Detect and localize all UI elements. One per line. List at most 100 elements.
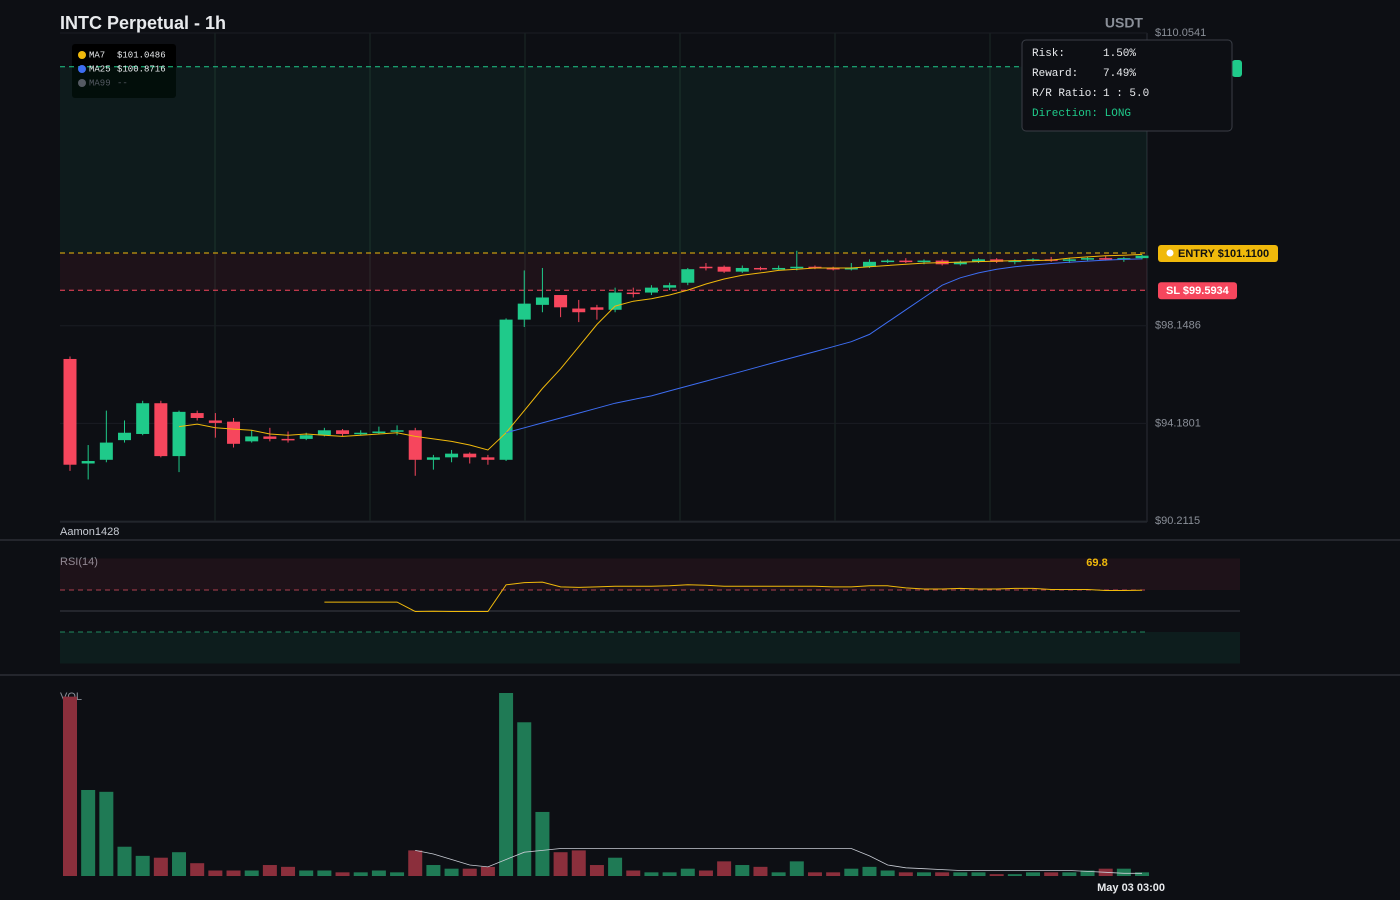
candle-body	[426, 457, 440, 460]
y-tick-label: $94.1801	[1155, 417, 1201, 429]
candle-body	[626, 292, 640, 295]
vertical-grid	[214, 33, 991, 521]
volume-bar	[1080, 870, 1095, 876]
candle-body	[554, 295, 568, 308]
candle-body	[572, 308, 586, 313]
legend-value: $100.8716	[117, 64, 166, 74]
candle-body	[154, 403, 168, 457]
candle-body	[263, 436, 277, 439]
candle-body	[899, 260, 913, 263]
volume-bar	[880, 870, 895, 876]
legend-name: MA7	[89, 50, 105, 60]
candle-body	[808, 266, 822, 269]
legend-value: --	[117, 78, 128, 88]
candle-body	[1099, 258, 1113, 260]
candle-body	[972, 259, 985, 262]
candle-body	[118, 432, 132, 441]
volume-bar	[626, 870, 641, 876]
candle-body	[408, 430, 422, 460]
risk-panel	[1021, 39, 1233, 132]
volume-bar	[317, 870, 332, 876]
candle-body	[735, 267, 749, 272]
candle-body	[535, 297, 549, 305]
volume-bar	[971, 872, 986, 876]
candle-body	[699, 266, 713, 269]
direction: Direction: LONG	[1032, 108, 1131, 120]
volume-bar	[717, 861, 732, 876]
candle-body	[844, 267, 858, 270]
candle-body	[681, 269, 695, 283]
volume-bar	[335, 872, 350, 876]
volume-bar	[371, 870, 386, 876]
volume-bar	[680, 868, 695, 876]
volume-bar	[789, 861, 804, 876]
volume-bar	[535, 811, 550, 876]
candle-body	[227, 421, 241, 444]
volume-bar	[299, 870, 314, 876]
legend-dot	[78, 65, 86, 73]
volume-bar	[426, 865, 441, 876]
ma-line	[178, 253, 1143, 451]
legend-name: MA99	[89, 78, 111, 88]
candle-body	[63, 358, 77, 465]
candle-body	[753, 267, 767, 270]
legend-dot	[78, 79, 86, 87]
volume-bar	[390, 872, 405, 876]
volume-bar	[989, 874, 1004, 876]
tp-marker	[1232, 60, 1242, 77]
volume-bar	[916, 872, 931, 876]
volume-bar	[117, 846, 132, 876]
volume-bar	[153, 857, 168, 876]
volume-bar	[826, 872, 841, 876]
volume-bar	[172, 852, 187, 876]
volume-bar	[1116, 868, 1131, 876]
candle-body	[881, 260, 895, 263]
candle-body	[299, 435, 313, 439]
entry-label-text: ENTRY $101.1100	[1178, 248, 1269, 260]
candle-body	[390, 430, 404, 432]
volume-bar	[444, 868, 459, 876]
candle-body	[717, 266, 731, 272]
ma-line	[505, 258, 1143, 434]
volume-bar	[753, 866, 768, 876]
volume-ma-line	[415, 848, 1142, 874]
volume-bar	[499, 693, 514, 876]
candle-body	[663, 285, 677, 288]
volume-bar	[608, 857, 623, 876]
candle-body	[481, 457, 495, 460]
rsi-overbought-zone	[60, 558, 1240, 590]
y-tick-label: $98.1486	[1155, 320, 1201, 332]
sl-label-text: SL $99.5934	[1166, 285, 1230, 297]
volume-bar	[135, 855, 150, 876]
rsi-title: RSI(14)	[60, 556, 98, 568]
entry-label-bg	[1158, 244, 1278, 262]
ma-legend-box	[72, 44, 176, 98]
sl-label-bg	[1158, 282, 1237, 300]
volume-bar	[190, 863, 205, 876]
candle-body	[917, 260, 931, 263]
legend-name: MA25	[89, 64, 111, 74]
volume-bar	[553, 852, 568, 876]
candle-body	[990, 259, 1004, 262]
volume-bar	[862, 866, 877, 876]
candle-body	[1062, 259, 1076, 261]
volume-bar	[571, 850, 586, 876]
candle-body	[336, 430, 350, 434]
volume-bar	[99, 791, 114, 876]
volume-bar	[898, 872, 913, 876]
entry-label: ENTRY $101.1100	[1158, 244, 1278, 262]
volume-bar	[244, 870, 259, 876]
volume-bar	[1044, 872, 1059, 876]
candle-body	[81, 461, 95, 464]
rsi-last-value: 69.8	[1086, 557, 1107, 569]
volume-bar	[807, 872, 822, 876]
volume-bar	[735, 865, 750, 876]
quote-currency: USDT	[1105, 15, 1144, 31]
volume-bar	[480, 866, 495, 876]
candle-body	[644, 287, 658, 293]
legend-value: $101.0486	[117, 50, 166, 60]
rr-label: R/R Ratio:	[1032, 88, 1098, 100]
candle-body	[953, 261, 967, 265]
volume-bar	[771, 872, 786, 876]
